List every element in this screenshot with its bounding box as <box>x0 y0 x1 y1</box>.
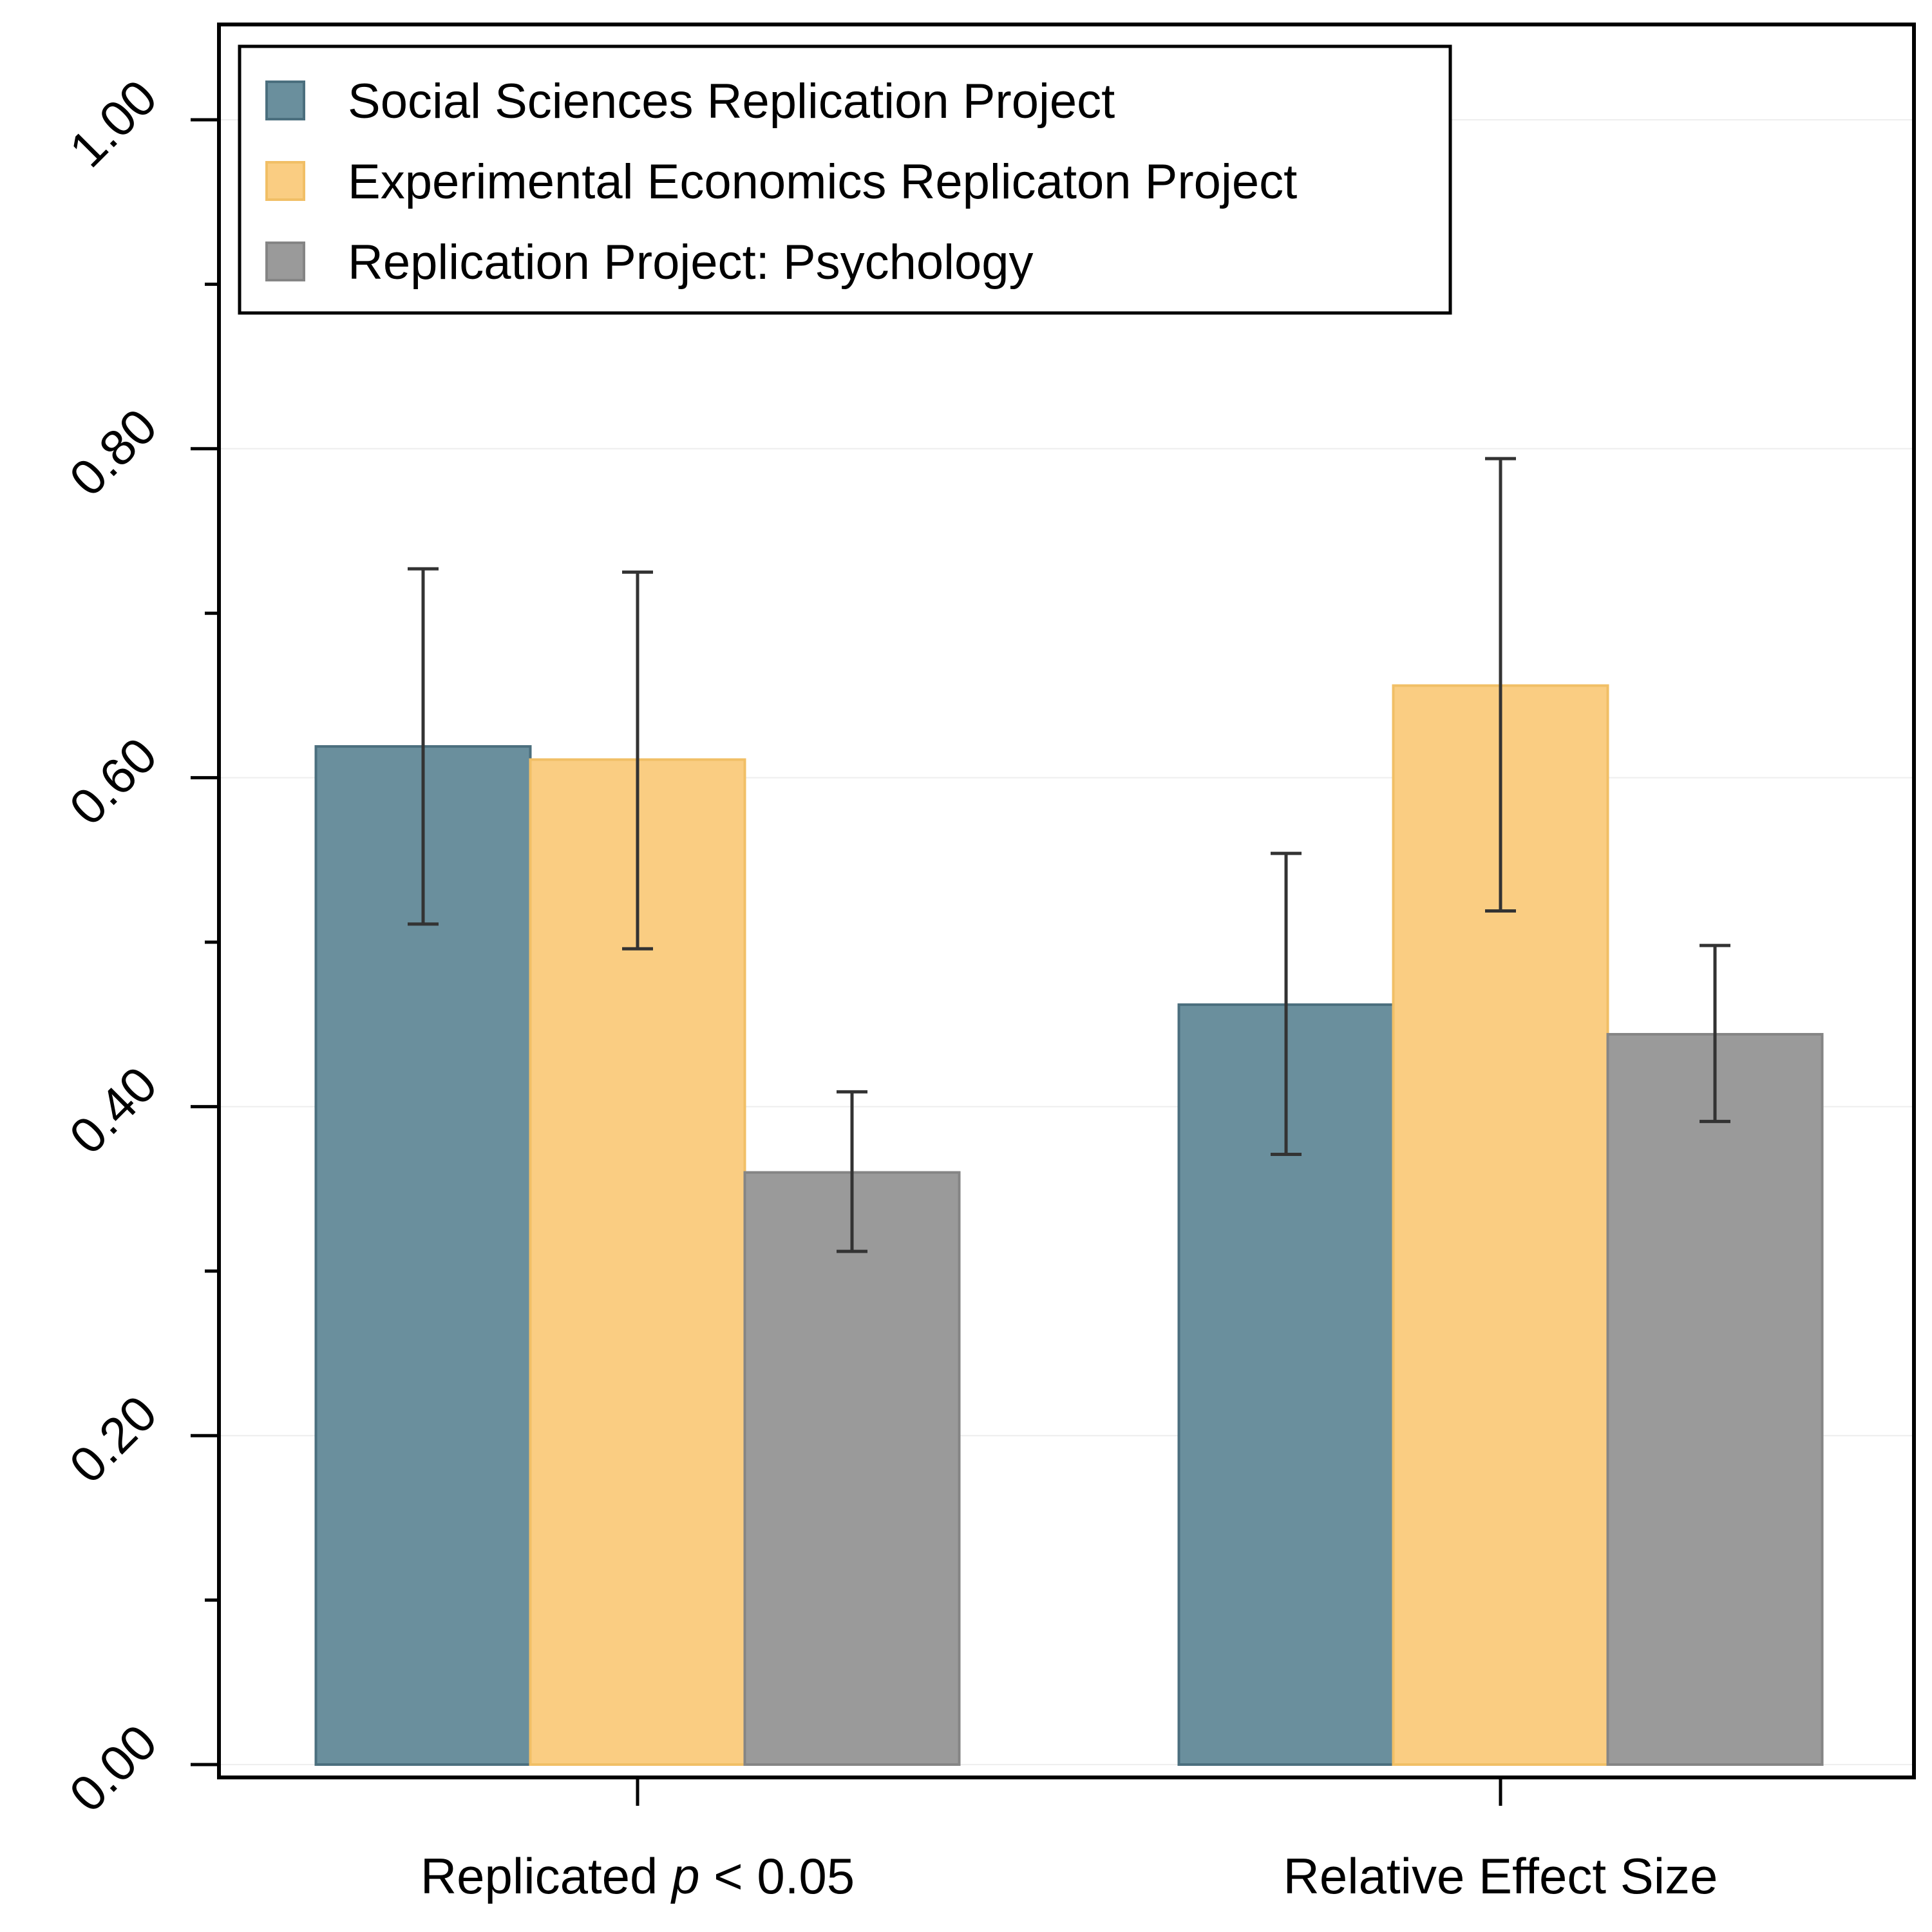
legend-swatch <box>265 80 305 120</box>
y-tick-label: 0.00 <box>59 1714 168 1823</box>
y-tick-label: 0.60 <box>59 726 168 836</box>
legend-box <box>238 44 1452 315</box>
y-tick-label: 0.40 <box>59 1056 168 1165</box>
bar-3-1 <box>743 1171 961 1766</box>
category-label-text: Replicated <box>421 1848 672 1904</box>
category-label-suffix: < 0.05 <box>699 1848 855 1904</box>
error-bars <box>408 457 1730 1253</box>
bar-3-2 <box>1606 1033 1824 1766</box>
x-category-label: Replicated p < 0.05 <box>421 1848 855 1904</box>
legend-label: Replication Project: Psychology <box>348 235 1034 290</box>
legend: Social Sciences Replication Project Exper… <box>238 44 1452 315</box>
category-label-italic: p <box>670 1848 699 1904</box>
x-category-label: Relative Effect Size <box>1283 1848 1718 1904</box>
legend-label: Social Sciences Replication Project <box>348 74 1115 129</box>
plot-frame <box>217 23 1916 1779</box>
y-tick-label: 1.00 <box>59 69 168 178</box>
legend-swatch <box>265 161 305 201</box>
y-tick-label: 0.20 <box>59 1385 168 1494</box>
bars <box>314 684 1824 1766</box>
y-tick-label: 0.80 <box>59 397 168 507</box>
legend-swatch <box>265 242 305 281</box>
category-label-text: Relative Effect Size <box>1283 1848 1718 1904</box>
legend-label: Experimental Economics Replicaton Projec… <box>348 155 1297 209</box>
